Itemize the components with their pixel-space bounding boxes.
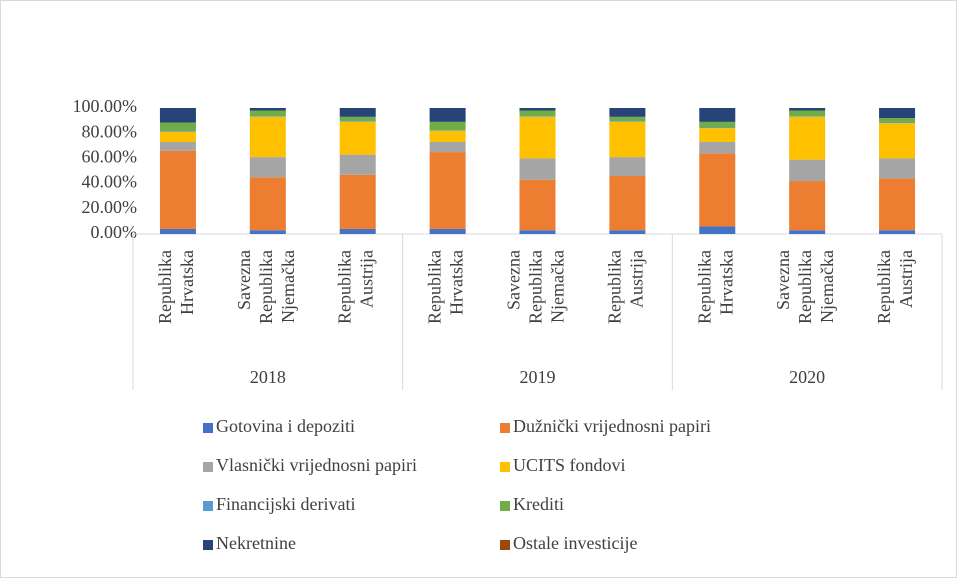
y-tick-label: 100.00% <box>73 96 138 116</box>
x-tick-label: Republika Hrvatska <box>694 250 736 324</box>
legend-label: Ostale investicije <box>513 533 637 553</box>
legend-swatch <box>203 501 213 511</box>
bar-segment <box>699 108 736 122</box>
bar-segment <box>699 127 736 129</box>
bar-segment <box>699 153 736 227</box>
bar-segment <box>789 116 826 117</box>
bar-segment <box>429 152 466 229</box>
bar-segment <box>879 158 916 179</box>
bar-segment <box>609 116 646 122</box>
bar-segment <box>249 230 286 234</box>
bar-segment <box>609 108 646 117</box>
bar-segment <box>159 228 196 234</box>
bar-segment <box>249 177 286 231</box>
y-tick-label: 80.00% <box>82 121 138 141</box>
group-label: 2020 <box>789 367 825 387</box>
bar-segment <box>429 142 466 153</box>
bar-segment <box>429 130 466 143</box>
bar-segment <box>339 154 376 175</box>
x-tick-label: Republika Austrija <box>605 250 647 324</box>
bar-segment <box>339 108 376 117</box>
x-tick-label: Republika Hrvatska <box>425 250 467 324</box>
legend-swatch <box>500 423 510 433</box>
bar-segment <box>159 142 196 151</box>
legend-label: Gotovina i depoziti <box>216 416 355 436</box>
y-tick-label: 40.00% <box>82 172 138 192</box>
group-label: 2019 <box>520 367 556 387</box>
bar-segment <box>879 178 916 231</box>
bar-segment <box>699 142 736 154</box>
x-tick-label: Savezna Republika Njemačka <box>773 250 837 324</box>
legend-swatch <box>203 540 213 550</box>
bar-segment <box>789 108 826 111</box>
bar-segment <box>609 121 646 158</box>
bar-segment <box>339 121 376 155</box>
x-tick-label: Savezna Republika Njemačka <box>234 250 298 324</box>
bar-segment <box>519 158 556 180</box>
bar-segment <box>789 181 826 231</box>
legend-swatch <box>500 462 510 472</box>
bar-segment <box>249 116 286 117</box>
y-tick-label: 0.00% <box>91 222 138 242</box>
y-tick-label: 20.00% <box>82 197 138 217</box>
y-tick-label: 60.00% <box>82 147 138 167</box>
bar-segment <box>339 121 376 122</box>
bar-segment <box>339 116 376 122</box>
bar-segment <box>429 121 466 131</box>
x-tick-label: Republika Austrija <box>874 250 916 324</box>
bar-segment <box>879 230 916 234</box>
group-label: 2018 <box>250 367 286 387</box>
bar-segment <box>609 121 646 122</box>
bar-segment <box>249 157 286 178</box>
legend-label: Vlasnički vrijednosni papiri <box>216 455 417 475</box>
legend-swatch <box>500 540 510 550</box>
bar-segment <box>519 179 556 231</box>
bar-segment <box>609 157 646 177</box>
x-tick-label: Republika Hrvatska <box>155 250 197 324</box>
bar-segment <box>429 108 466 122</box>
bar-segment <box>519 230 556 234</box>
bar-segment <box>519 116 556 159</box>
legend-label: Financijski derivati <box>216 494 355 514</box>
bar-segment <box>879 122 916 124</box>
bar-segment <box>159 150 196 229</box>
bar-segment <box>339 228 376 234</box>
bar-segment <box>879 118 916 123</box>
bar-segment <box>879 123 916 159</box>
legend-label: UCITS fondovi <box>513 455 626 475</box>
legend-label: Nekretnine <box>216 533 296 553</box>
bar-segment <box>249 116 286 158</box>
bar-segment <box>699 121 736 128</box>
bar-segment <box>789 116 826 160</box>
legend-swatch <box>500 501 510 511</box>
bar-segment <box>429 228 466 234</box>
bar-segment <box>339 174 376 229</box>
bar-segment <box>699 226 736 234</box>
bar-segment <box>159 122 196 132</box>
bar-segment <box>519 116 556 117</box>
bar-segment <box>879 108 916 119</box>
bar-segment <box>249 108 286 111</box>
bar-segment <box>519 108 556 111</box>
legend-swatch <box>203 423 213 433</box>
bar-segment <box>429 130 466 131</box>
bar-segment <box>699 128 736 143</box>
bar-segment <box>519 110 556 117</box>
bar-segment <box>609 230 646 234</box>
bar-segment <box>789 159 826 182</box>
bar-segment <box>789 110 826 117</box>
bar-segment <box>789 230 826 234</box>
x-tick-label: Republika Austrija <box>335 250 377 324</box>
legend-label: Dužnički vrijednosni papiri <box>513 416 711 436</box>
bar-segment <box>249 110 286 117</box>
x-tick-label: Savezna Republika Njemačka <box>504 250 568 324</box>
bar-segment <box>159 131 196 143</box>
legend-label: Krediti <box>513 494 564 514</box>
bar-segment <box>159 131 196 132</box>
legend-swatch <box>203 462 213 472</box>
bar-segment <box>609 176 646 231</box>
bar-segment <box>159 108 196 123</box>
